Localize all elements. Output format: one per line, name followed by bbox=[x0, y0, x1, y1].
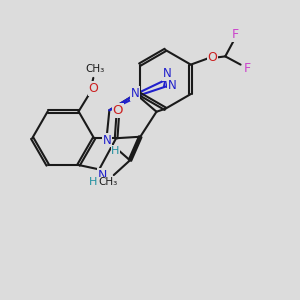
Text: H: H bbox=[88, 177, 97, 187]
Text: N: N bbox=[167, 79, 176, 92]
Text: N: N bbox=[103, 134, 111, 147]
Text: CH₃: CH₃ bbox=[98, 177, 118, 188]
Text: N: N bbox=[163, 67, 172, 80]
Text: O: O bbox=[88, 82, 98, 95]
Text: F: F bbox=[244, 61, 250, 75]
Text: H: H bbox=[111, 146, 119, 156]
Text: O: O bbox=[112, 104, 123, 117]
Text: N: N bbox=[98, 169, 107, 182]
Text: N: N bbox=[131, 87, 140, 100]
Text: CH₃: CH₃ bbox=[85, 64, 104, 74]
Text: F: F bbox=[231, 28, 239, 41]
Text: O: O bbox=[207, 51, 217, 64]
